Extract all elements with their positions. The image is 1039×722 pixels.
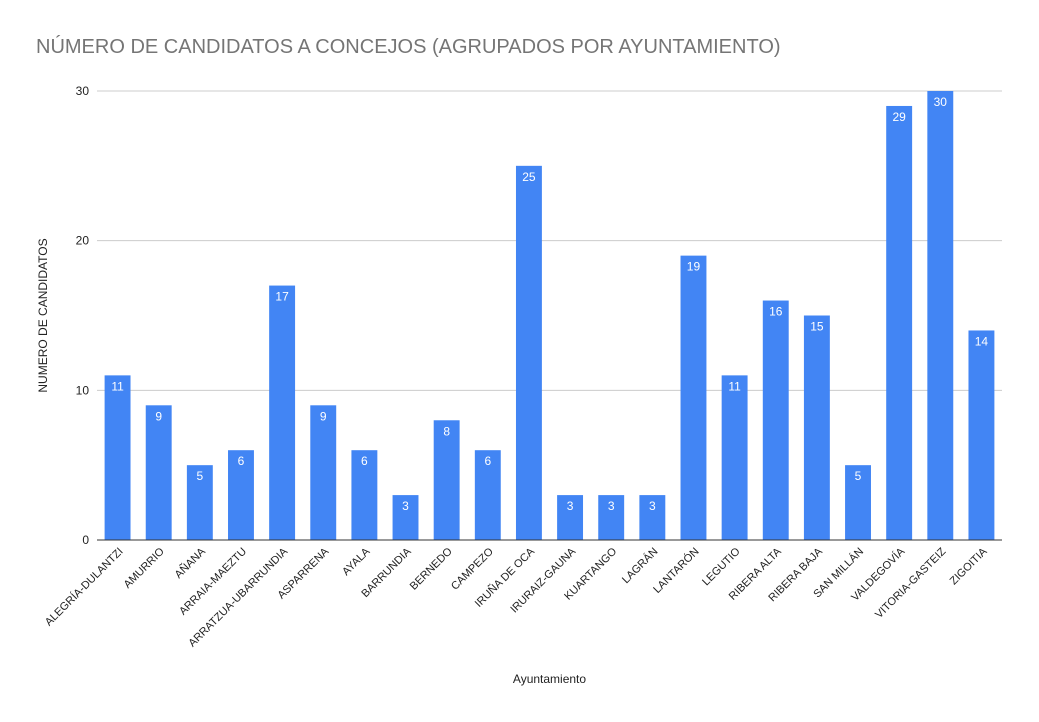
bar	[680, 255, 707, 540]
y-axis-title: NUMERO DE CANDIDATOS	[36, 238, 50, 392]
y-tick-label: 30	[76, 84, 90, 98]
bar-value-label: 17	[275, 290, 289, 304]
bar	[310, 405, 337, 540]
bar	[474, 450, 501, 540]
bar-value-label: 15	[810, 320, 824, 334]
x-tick-label: ALEGRÍA-DULANTZI	[42, 545, 126, 629]
bar	[269, 285, 296, 540]
y-tick-label: 0	[82, 533, 89, 547]
bar	[886, 105, 913, 540]
bar-value-label: 8	[443, 424, 450, 438]
bar-value-label: 3	[649, 499, 656, 513]
bar	[351, 450, 378, 540]
bar-value-label: 14	[975, 334, 989, 348]
bar-value-label: 30	[934, 95, 948, 109]
bar	[968, 330, 995, 540]
bar	[145, 405, 172, 540]
bar-value-label: 6	[361, 454, 368, 468]
gridlines	[97, 90, 1002, 391]
x-axis-title: Ayuntamiento	[513, 672, 586, 686]
bar-value-labels: 11 9 5 6 17 9 6 3 8 6 25 3 3 3 19 11 16 15 5 29 30 14	[111, 95, 988, 513]
bar-value-label: 16	[769, 305, 783, 319]
bar-value-label: 3	[402, 499, 409, 513]
bar	[515, 165, 542, 541]
bar	[598, 495, 625, 540]
bar-value-label: 6	[484, 454, 491, 468]
x-tick-label: AÑANA	[172, 544, 208, 580]
bar-value-label: 9	[320, 409, 327, 423]
y-axis-ticks: 0 10 20 30	[76, 84, 90, 547]
bar	[927, 91, 954, 540]
bar	[557, 495, 584, 540]
bar-value-label: 5	[196, 469, 203, 483]
bar	[721, 375, 748, 540]
y-tick-label: 20	[76, 234, 90, 248]
bar-value-label: 29	[892, 110, 906, 124]
y-tick-label: 10	[76, 383, 90, 397]
bar	[762, 300, 789, 540]
x-tick-label: LEGUTIO	[700, 545, 743, 588]
bar	[803, 315, 830, 540]
bar	[639, 495, 666, 540]
x-tick-label: VITORIA-GASTEIZ	[873, 545, 949, 621]
x-tick-label: AYALA	[340, 545, 373, 578]
bar-value-label: 9	[155, 409, 162, 423]
bar	[392, 495, 419, 540]
x-tick-label: LAGRÁN	[619, 545, 660, 586]
bars	[104, 91, 995, 541]
bar-value-label: 3	[608, 499, 615, 513]
bar-value-label: 11	[728, 379, 741, 393]
x-tick-label: ZIGOITIA	[948, 545, 990, 587]
bar-value-label: 3	[567, 499, 574, 513]
bar	[186, 465, 213, 540]
bar	[433, 420, 460, 540]
chart-title: NÚMERO DE CANDIDATOS A CONCEJOS (AGRUPAD…	[36, 36, 781, 58]
bar-value-label: 6	[238, 454, 245, 468]
bar	[845, 465, 871, 540]
bar-value-label: 19	[687, 260, 701, 274]
bar-value-label: 25	[522, 170, 536, 184]
bar	[104, 375, 131, 540]
bar	[228, 450, 254, 540]
bar-value-label: 11	[111, 379, 124, 393]
x-tick-label: AMURRIO	[122, 545, 168, 591]
bar-value-label: 5	[855, 469, 862, 483]
x-tick-label: BERNEDO	[408, 545, 455, 592]
